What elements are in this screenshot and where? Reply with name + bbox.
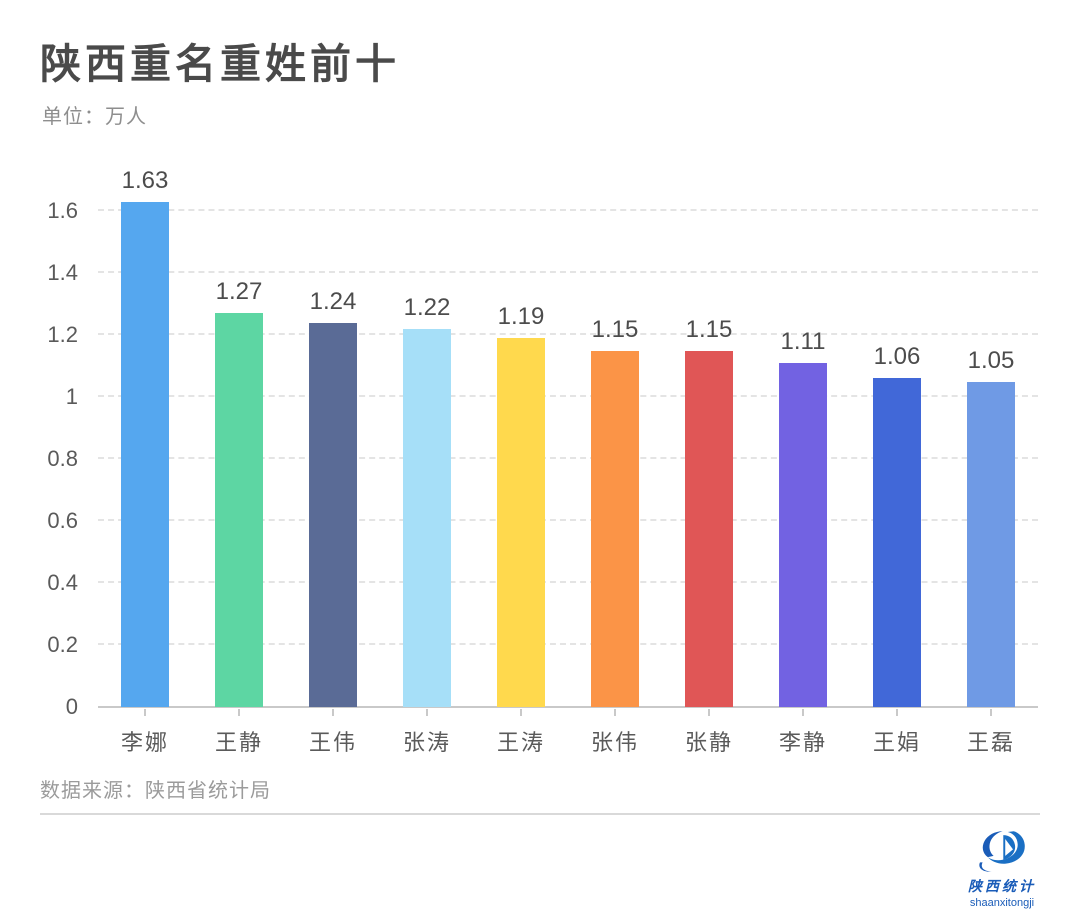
x-axis-line	[98, 706, 1038, 708]
source-note: 数据来源：陕西省统计局	[40, 780, 271, 802]
x-category: 王娟	[850, 709, 944, 757]
x-category-label: 张涛	[402, 730, 451, 755]
logo: 陕西统计 shaanxitongji	[942, 830, 1062, 909]
gridline	[98, 643, 1038, 645]
bar	[215, 313, 263, 707]
bar-value-label: 1.06	[873, 343, 921, 371]
bar-group: 1.15	[568, 167, 662, 707]
bar-group: 1.27	[192, 167, 286, 707]
axis-tick	[990, 709, 992, 716]
bar-value-label: 1.27	[215, 278, 263, 306]
axis-tick	[614, 709, 616, 716]
x-category-label: 王磊	[966, 730, 1015, 755]
x-category: 王涛	[474, 709, 568, 757]
bar-value-label: 1.22	[403, 293, 451, 321]
bar-group: 1.22	[380, 167, 474, 707]
y-tick-label: 1.6	[47, 198, 78, 223]
bar-value-label: 1.15	[591, 315, 639, 343]
bar-group: 1.11	[756, 167, 850, 707]
bar	[967, 381, 1015, 707]
x-labels-row: 李娜 王静 王伟 张涛 王涛 张伟 张静 李静 王娟 王磊	[98, 709, 1038, 757]
x-category-label: 张伟	[590, 730, 639, 755]
x-category: 李静	[756, 709, 850, 757]
axis-tick	[332, 709, 334, 716]
y-tick-label: 0.2	[47, 632, 78, 657]
bar-value-label: 1.15	[685, 315, 733, 343]
bar-group: 1.15	[662, 167, 756, 707]
gridline	[98, 333, 1038, 335]
x-category-label: 李娜	[120, 730, 169, 755]
gridline	[98, 395, 1038, 397]
y-tick-label: 0	[65, 694, 78, 719]
y-tick-label: 1	[65, 384, 78, 409]
x-category: 张静	[662, 709, 756, 757]
gridline	[98, 581, 1038, 583]
x-category: 张伟	[568, 709, 662, 757]
x-category-label: 王静	[214, 730, 263, 755]
bar	[309, 322, 357, 707]
x-category-label: 张静	[684, 730, 733, 755]
bar-value-label: 1.24	[309, 287, 357, 315]
bar	[873, 378, 921, 707]
axis-tick	[708, 709, 710, 716]
y-tick-label: 0.6	[47, 508, 78, 533]
y-axis: 0 0.2 0.4 0.6 0.8 1 1.2 1.4 1.6	[0, 167, 78, 719]
axis-tick	[896, 709, 898, 716]
bar	[685, 350, 733, 707]
axis-tick	[520, 709, 522, 716]
x-category: 李娜	[98, 709, 192, 757]
bar	[121, 202, 169, 707]
unit-label: 单位：万人	[42, 106, 147, 128]
gridline	[98, 457, 1038, 459]
axis-tick	[802, 709, 804, 716]
gridline	[98, 209, 1038, 211]
gridline	[98, 519, 1038, 521]
y-tick-label: 0.8	[47, 446, 78, 471]
gridline	[98, 271, 1038, 273]
bar-value-label: 1.11	[780, 327, 826, 355]
x-category-label: 王涛	[496, 730, 545, 755]
axis-tick	[144, 709, 146, 716]
logo-name-cn: 陕西统计	[968, 878, 1036, 894]
bar	[591, 350, 639, 707]
bar-group: 1.24	[286, 167, 380, 707]
bars-container: 1.63 1.27 1.24 1.22 1.19 1.15 1.15 1.11 1.06 1.05	[98, 167, 1038, 707]
x-category-label: 李静	[778, 730, 827, 755]
x-category-label: 王娟	[872, 730, 921, 755]
logo-name-en: shaanxitongji	[969, 897, 1035, 909]
axis-tick	[238, 709, 240, 716]
y-tick-label: 1.4	[47, 260, 78, 285]
divider	[40, 813, 1040, 815]
page-title: 陕西重名重姓前十	[40, 41, 400, 87]
bar-group: 1.05	[944, 167, 1038, 707]
x-category: 张涛	[380, 709, 474, 757]
x-category-label: 王伟	[308, 730, 357, 755]
logo-swoosh-icon	[942, 830, 1062, 874]
y-tick-label: 0.4	[47, 570, 78, 595]
bar-value-label: 1.63	[121, 167, 169, 194]
y-tick-label: 1.2	[47, 322, 78, 347]
bar	[497, 338, 545, 707]
bar-group: 1.06	[850, 167, 944, 707]
x-category: 王磊	[944, 709, 1038, 757]
bar-group: 1.63	[98, 167, 192, 707]
bar	[403, 328, 451, 707]
axis-tick	[426, 709, 428, 716]
bar	[779, 362, 827, 707]
bar-value-label: 1.05	[967, 346, 1015, 374]
bar-value-label: 1.19	[497, 303, 545, 331]
x-category: 王静	[192, 709, 286, 757]
bar-group: 1.19	[474, 167, 568, 707]
x-category: 王伟	[286, 709, 380, 757]
plot-area: 1.63 1.27 1.24 1.22 1.19 1.15 1.15 1.11 1.06 1.05	[98, 167, 1038, 708]
